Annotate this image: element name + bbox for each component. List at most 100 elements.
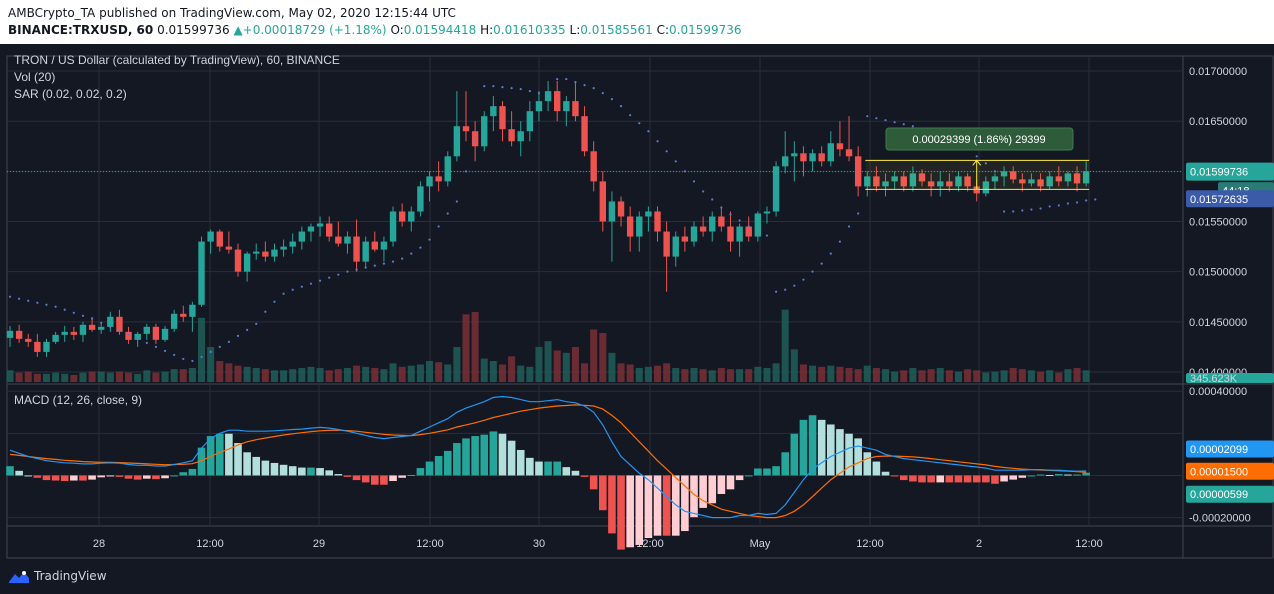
volume-bar — [790, 349, 798, 382]
macd-histogram-bar — [918, 475, 926, 483]
sar-dot — [1002, 210, 1006, 213]
candle-body — [481, 116, 488, 147]
candle-body — [362, 241, 369, 262]
macd-histogram-bar — [352, 475, 361, 481]
candle-body — [1082, 171, 1090, 184]
macd-histogram-bar — [434, 455, 443, 476]
candle-body — [937, 181, 944, 187]
macd-histogram-bar — [562, 467, 571, 476]
macd-histogram-bar — [197, 447, 206, 476]
candle-body — [408, 211, 415, 222]
candle-body — [207, 231, 214, 242]
volume-bar — [571, 347, 579, 382]
volume-bar — [681, 369, 689, 382]
volume-bar — [42, 373, 50, 382]
sar-dot — [163, 349, 167, 353]
macd-histogram-bar — [42, 475, 51, 481]
macd-histogram-bar — [6, 466, 14, 476]
candle-body — [289, 241, 296, 247]
candle-body — [98, 326, 105, 330]
volume-bar — [389, 363, 397, 382]
sar-dot — [18, 297, 21, 300]
candle-body — [225, 246, 233, 250]
macd-histogram-bar — [33, 475, 42, 478]
sar-dot — [1021, 209, 1024, 212]
volume-bar — [471, 312, 479, 382]
sar-dot — [382, 262, 386, 265]
candle-body — [909, 173, 917, 187]
volume-bar — [179, 369, 187, 382]
macd-value-tag-bg — [1186, 440, 1274, 458]
macd-histogram-bar — [270, 462, 279, 476]
sar-dot — [847, 225, 851, 228]
macd-histogram-bar — [890, 475, 899, 477]
sar-dot — [765, 234, 769, 237]
candle-body — [243, 253, 251, 272]
signal-value-tag: 0.00001500 — [1190, 466, 1248, 478]
candle-body — [973, 186, 980, 194]
macd-histogram-bar — [945, 475, 954, 483]
macd-histogram-bar — [808, 415, 817, 476]
volume-bar — [745, 369, 753, 382]
chart-frame — [6, 55, 1274, 559]
volume-bar — [15, 372, 23, 382]
volume-tag-bg — [1186, 373, 1274, 383]
volume-bar — [280, 370, 288, 382]
volume-bar — [854, 369, 862, 382]
candle-body — [1037, 179, 1044, 187]
sar-dot — [902, 123, 905, 126]
volume-bar — [882, 369, 890, 382]
candle-body — [690, 226, 698, 242]
volume-bar — [353, 365, 361, 382]
volume-bar — [991, 371, 999, 382]
candle-body — [617, 201, 625, 217]
volume-bar — [125, 372, 133, 382]
candle-body — [116, 316, 123, 332]
sar-dot — [838, 240, 842, 243]
macd-histogram-bar — [225, 433, 233, 476]
candle-body — [645, 211, 652, 217]
sar-dot — [747, 225, 750, 228]
close-value: 0.01599736 — [669, 23, 742, 37]
sar-dot — [984, 162, 987, 165]
candle-body — [170, 313, 178, 329]
macd-histogram-bar — [899, 475, 908, 481]
candle-body — [79, 324, 87, 335]
candle-body — [572, 101, 579, 117]
x-tick-label: 12:00 — [196, 538, 224, 550]
macd-histogram-bar — [243, 452, 251, 476]
volume-bar — [845, 368, 853, 382]
volume-bar — [198, 317, 206, 382]
candle-body — [654, 211, 661, 232]
volume-bar — [6, 370, 14, 382]
volume-bar — [61, 373, 69, 382]
volume-indicator-label: Vol (20) — [14, 70, 55, 84]
macd-histogram-bar — [143, 475, 151, 479]
macd-histogram-bar — [872, 461, 881, 476]
volume-bar — [590, 329, 598, 382]
candle-body — [198, 241, 205, 305]
symbol-label: BINANCE:TRXUSD, 60 — [8, 23, 154, 37]
candle-body — [107, 316, 114, 327]
sar-dot — [601, 92, 604, 95]
macd-histogram-bar — [726, 475, 735, 490]
candle-body — [316, 223, 324, 227]
volume-bar — [380, 369, 388, 382]
macd-histogram-bar — [206, 436, 215, 476]
volume-bar — [1018, 369, 1026, 382]
candle-body — [15, 330, 23, 339]
macd-histogram-bar — [772, 466, 780, 476]
candle-body — [727, 226, 734, 242]
volume-bar — [517, 365, 525, 382]
volume-bar — [553, 350, 561, 382]
macd-histogram-bar — [589, 475, 598, 490]
candle-body — [554, 91, 561, 112]
volume-bar — [33, 373, 41, 382]
chart-canvas[interactable]: 0.00029399 (1.86%) 29399 28 12:00 29 12:00 3… — [0, 44, 1274, 562]
sar-dot — [72, 311, 75, 314]
volume-bar — [52, 372, 60, 382]
sar-dot — [309, 282, 313, 285]
volume-bar — [97, 371, 105, 382]
sar-dot — [100, 321, 103, 324]
sar-dot — [282, 292, 285, 295]
